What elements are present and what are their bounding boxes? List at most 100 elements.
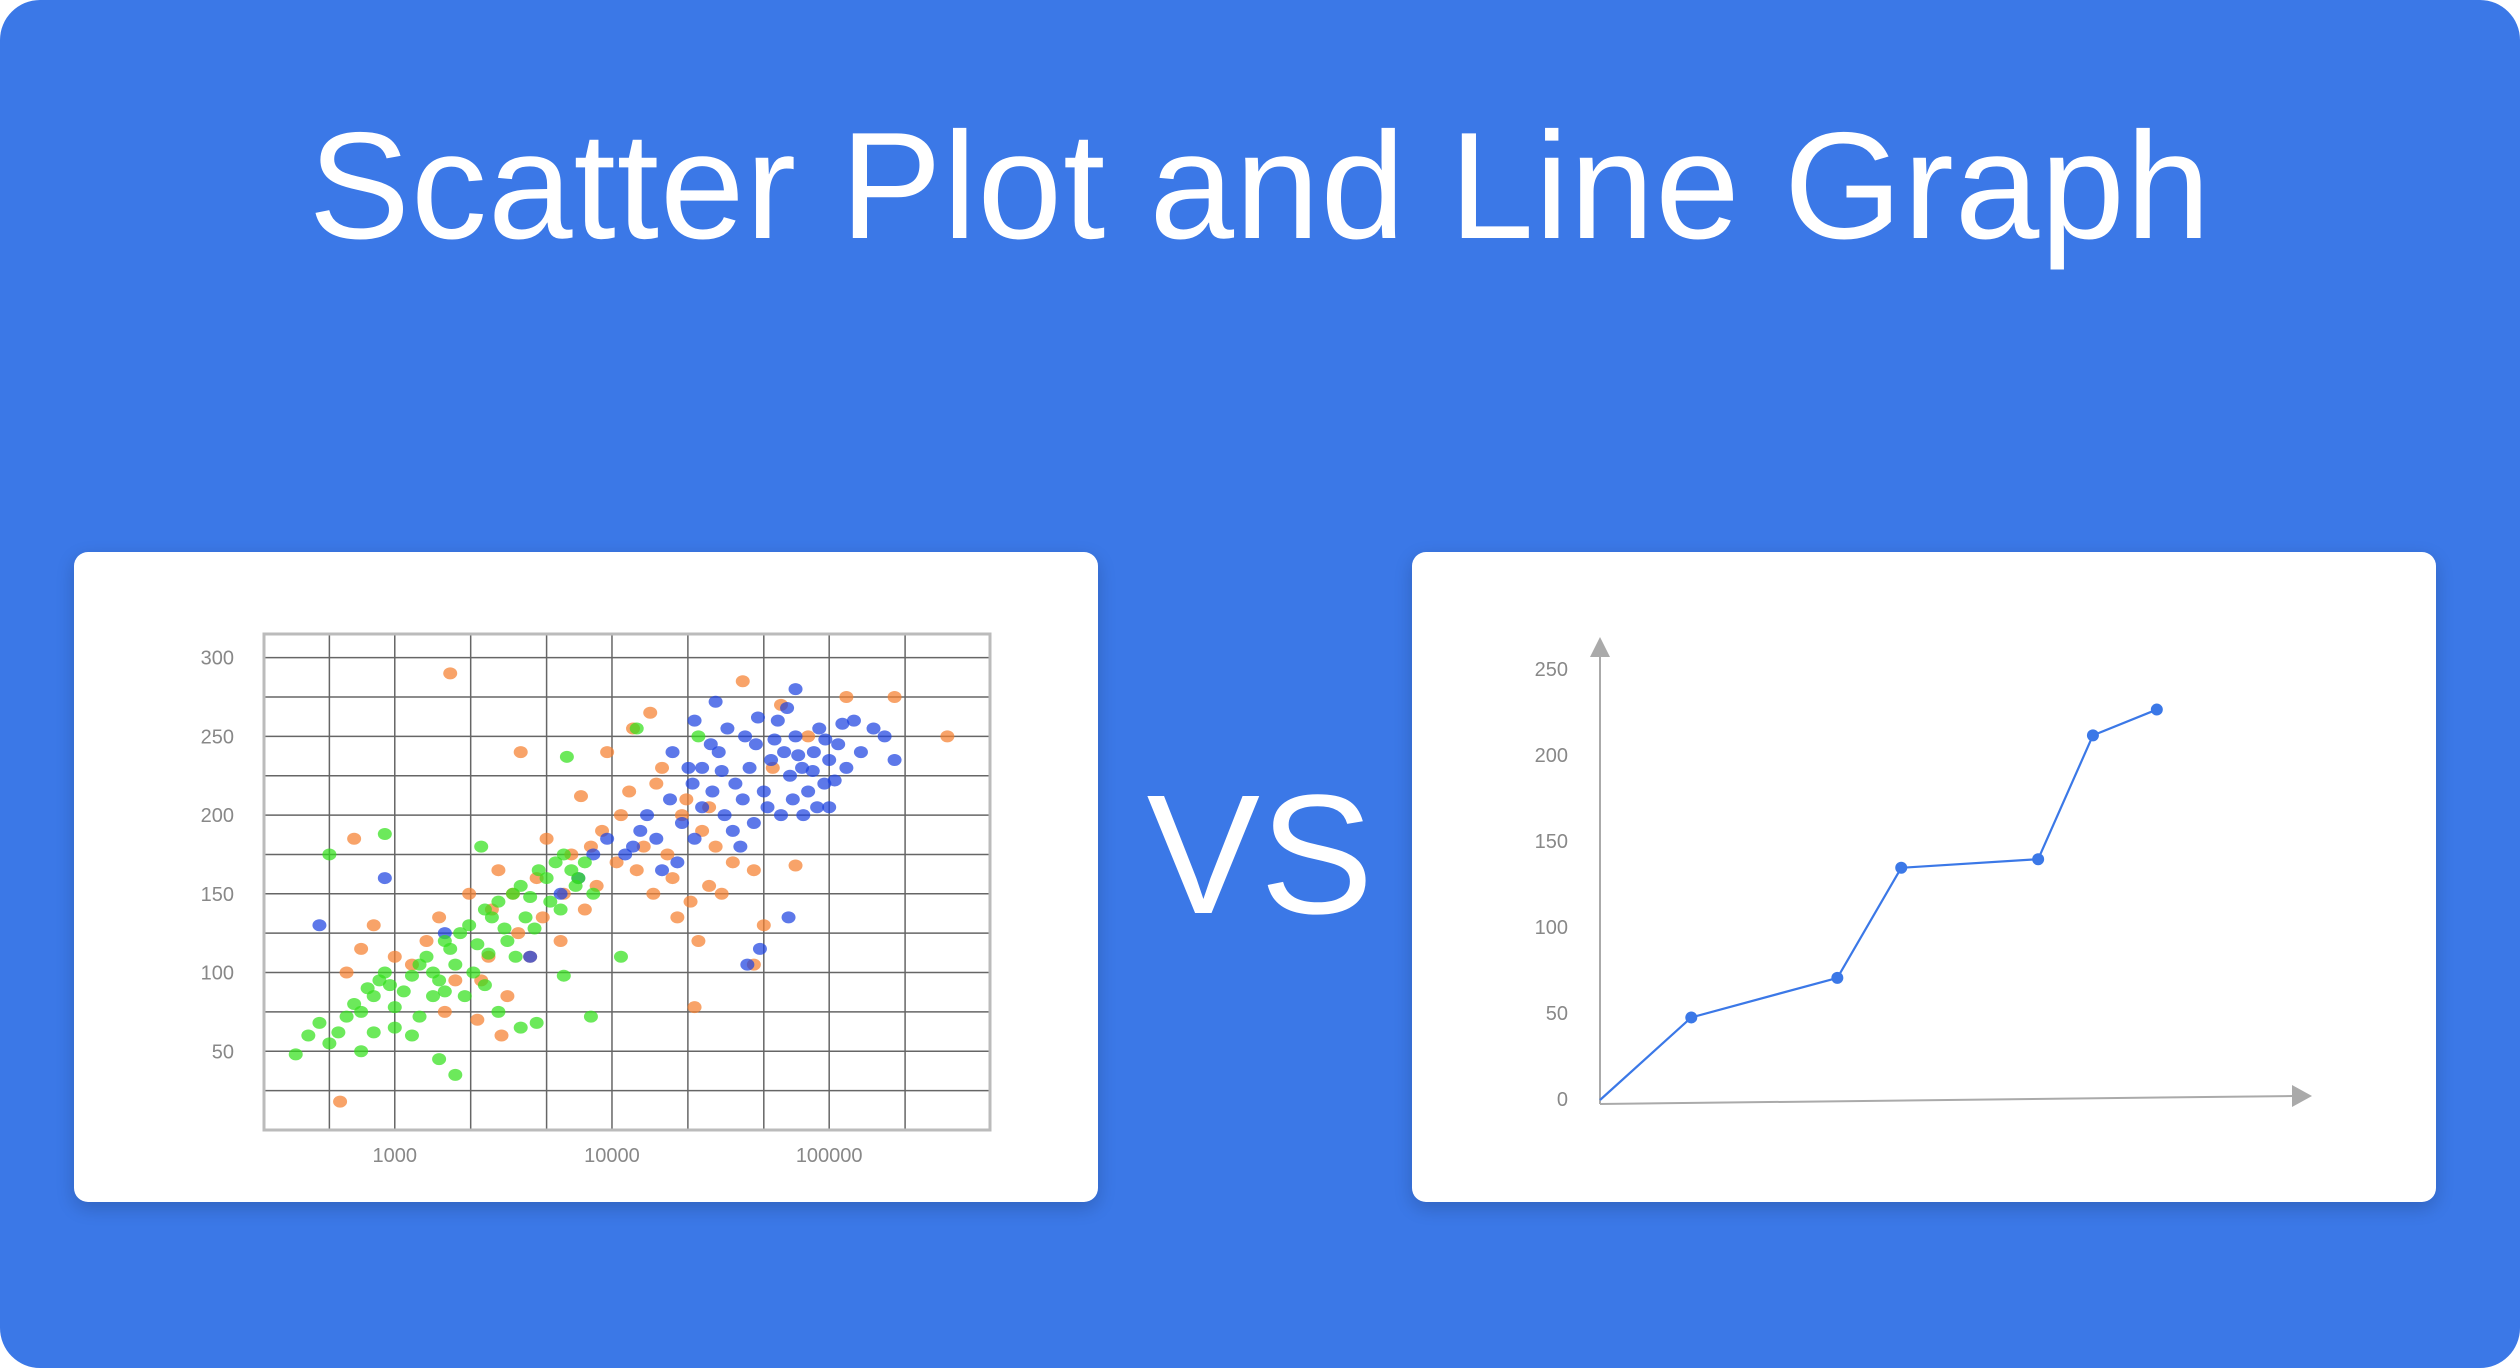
scatter-point [404, 969, 419, 982]
scatter-point [670, 856, 685, 869]
scatter-point [470, 1013, 485, 1026]
line-graph: 0 50 100 150 200 250 [1535, 637, 2312, 1111]
line-y-tick-label: 250 [1535, 659, 1568, 681]
scatter-point [583, 1010, 598, 1023]
scatter-point [511, 927, 526, 940]
scatter-point [491, 1005, 506, 1018]
scatter-point [387, 1001, 402, 1014]
scatter-point [577, 856, 592, 869]
scatter-point [288, 1048, 303, 1061]
scatter-point [725, 856, 740, 869]
scatter-point [518, 911, 533, 924]
scatter-point [531, 864, 546, 877]
scatter-point [484, 911, 499, 924]
scatter-point [795, 761, 810, 774]
scatter-point [466, 966, 481, 979]
scatter-point [633, 824, 648, 837]
scatter-point [708, 695, 723, 708]
scatter-point [508, 950, 523, 963]
line-series-path [1599, 708, 2158, 1101]
scatter-point [396, 985, 411, 998]
scatter-point [728, 777, 743, 790]
scatter-point [573, 790, 588, 803]
line-x-axis-arrow [2292, 1085, 2312, 1107]
scatter-point [835, 717, 850, 730]
scatter-point [462, 887, 477, 900]
scatter-point [702, 879, 717, 892]
scatter-point [760, 801, 775, 814]
scatter-point [556, 969, 571, 982]
scatter-point [443, 667, 458, 680]
scatter-point [404, 1029, 419, 1042]
scatter-point [810, 801, 825, 814]
scatter-point [453, 927, 468, 940]
scatter-point [679, 793, 694, 806]
scatter-point [687, 714, 702, 727]
scatter-point [339, 1010, 354, 1023]
scatter-point [703, 738, 718, 751]
scatter-point [437, 1005, 452, 1018]
scatter-point [543, 895, 558, 908]
scatter-point [683, 895, 698, 908]
scatter-point [539, 832, 554, 845]
scatter-point [695, 761, 710, 774]
scatter-point [791, 749, 806, 762]
line-point [2086, 729, 2099, 742]
line-graph-card: 0 50 100 150 200 250 [1412, 552, 2436, 1202]
scatter-point [714, 887, 729, 900]
scatter-point [665, 746, 680, 759]
scatter-point [774, 809, 789, 822]
scatter-series-0 [333, 667, 955, 1108]
scatter-point [746, 816, 761, 829]
scatter-point [780, 702, 795, 715]
scatter-point [717, 809, 732, 822]
scatter-point [523, 890, 538, 903]
scatter-point [387, 950, 402, 963]
scatter-x-tick-label: 1000 [373, 1145, 418, 1167]
scatter-point [553, 935, 568, 948]
scatter-point [681, 761, 696, 774]
scatter-point [339, 966, 354, 979]
scatter-point [705, 785, 720, 798]
line-y-tick-label: 200 [1535, 745, 1568, 767]
scatter-y-tick-label: 200 [201, 805, 234, 827]
scatter-point [649, 832, 664, 845]
scatter-point [500, 935, 515, 948]
scatter-plot: 50 100 150 200 250 300 1000 10000 100000 [201, 632, 992, 1167]
scatter-frame [262, 632, 992, 1132]
scatter-point [940, 730, 955, 743]
scatter-point [818, 733, 833, 746]
scatter-point [788, 683, 803, 696]
scatter-point [586, 848, 601, 861]
line-y-tick-label: 50 [1546, 1003, 1568, 1025]
scatter-point [640, 809, 655, 822]
scatter-point [448, 974, 463, 987]
scatter-point [457, 990, 472, 1003]
scatter-point [312, 1016, 327, 1029]
scatter-point [426, 990, 441, 1003]
scatter-point [643, 706, 658, 719]
scatter-point [331, 1026, 346, 1039]
scatter-point [366, 919, 381, 932]
scatter-point [462, 919, 477, 932]
vs-label: VS [1146, 760, 1374, 950]
scatter-point [687, 832, 702, 845]
scatter-point [354, 1045, 369, 1058]
scatter-point [801, 785, 816, 798]
scatter-point [756, 785, 771, 798]
scatter-point [781, 911, 796, 924]
scatter-point [695, 801, 710, 814]
scatter-point [553, 887, 568, 900]
scatter-grid [262, 632, 992, 1132]
scatter-point [708, 840, 723, 853]
scatter-point [377, 872, 392, 885]
scatter-point [568, 879, 583, 892]
scatter-point [663, 793, 678, 806]
scatter-plot-card: 50 100 150 200 250 300 1000 10000 100000 [74, 552, 1098, 1202]
scatter-point [347, 832, 362, 845]
scatter-point [432, 974, 447, 987]
scatter-point [609, 856, 624, 869]
scatter-point [377, 966, 392, 979]
scatter-point [691, 730, 706, 743]
